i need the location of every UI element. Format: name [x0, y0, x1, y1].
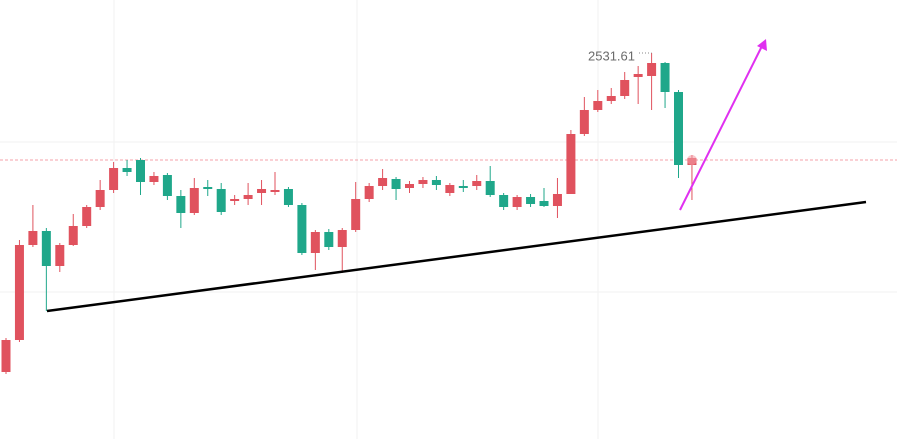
candle-body [418, 180, 428, 184]
candle-body [283, 189, 293, 205]
candle-body [109, 168, 119, 190]
candle-body [55, 245, 65, 266]
candle-body [593, 101, 603, 110]
candle-body [552, 194, 562, 206]
candle-body [95, 190, 105, 207]
candle-body [189, 188, 199, 213]
candle-body [364, 186, 374, 199]
plot-area: 2531.61 [0, 48, 897, 374]
candle-body [566, 134, 576, 194]
candle-body [606, 96, 616, 101]
candle-body [257, 189, 267, 193]
candle-body [579, 110, 589, 134]
candle-body [41, 231, 51, 266]
candle-body [391, 179, 401, 189]
candle-body [526, 197, 536, 204]
candle-body [324, 232, 334, 247]
candle-body [68, 226, 78, 245]
candle-body [136, 160, 145, 182]
high-label: 2531.61 [588, 48, 635, 63]
candle-body [149, 176, 159, 182]
candle-body [122, 168, 132, 172]
candle-body [1, 340, 11, 372]
candle-body [378, 178, 388, 186]
candle-body [674, 92, 683, 165]
candle-body [647, 63, 657, 76]
candle-body [512, 197, 522, 207]
candle-body [297, 205, 307, 253]
candle-body [431, 180, 441, 185]
candle-body [216, 189, 226, 212]
candle-body [270, 190, 280, 192]
candle-body [203, 187, 213, 189]
candle-body [620, 80, 630, 96]
candle-body [351, 199, 361, 230]
candle-body [176, 196, 186, 213]
candle-body [28, 231, 38, 245]
candle-body [660, 63, 670, 92]
last-price-marker [686, 155, 697, 165]
candle-body [14, 245, 24, 340]
candle-body [162, 175, 172, 196]
arrow-head [757, 39, 767, 51]
candle-body [445, 185, 455, 193]
candle-body [337, 230, 347, 247]
candle-body [310, 232, 320, 253]
candle-body [230, 199, 240, 201]
candle-body [82, 207, 92, 226]
candle-body [472, 181, 482, 186]
candle-body [539, 201, 549, 206]
candle-body [633, 74, 643, 77]
candle-body [458, 186, 468, 188]
candle-body [485, 181, 495, 195]
trend-line [46, 200, 867, 313]
candle-body [243, 195, 253, 199]
candle-body [499, 195, 509, 207]
arrow-line [679, 45, 763, 211]
candle-body [405, 184, 414, 188]
